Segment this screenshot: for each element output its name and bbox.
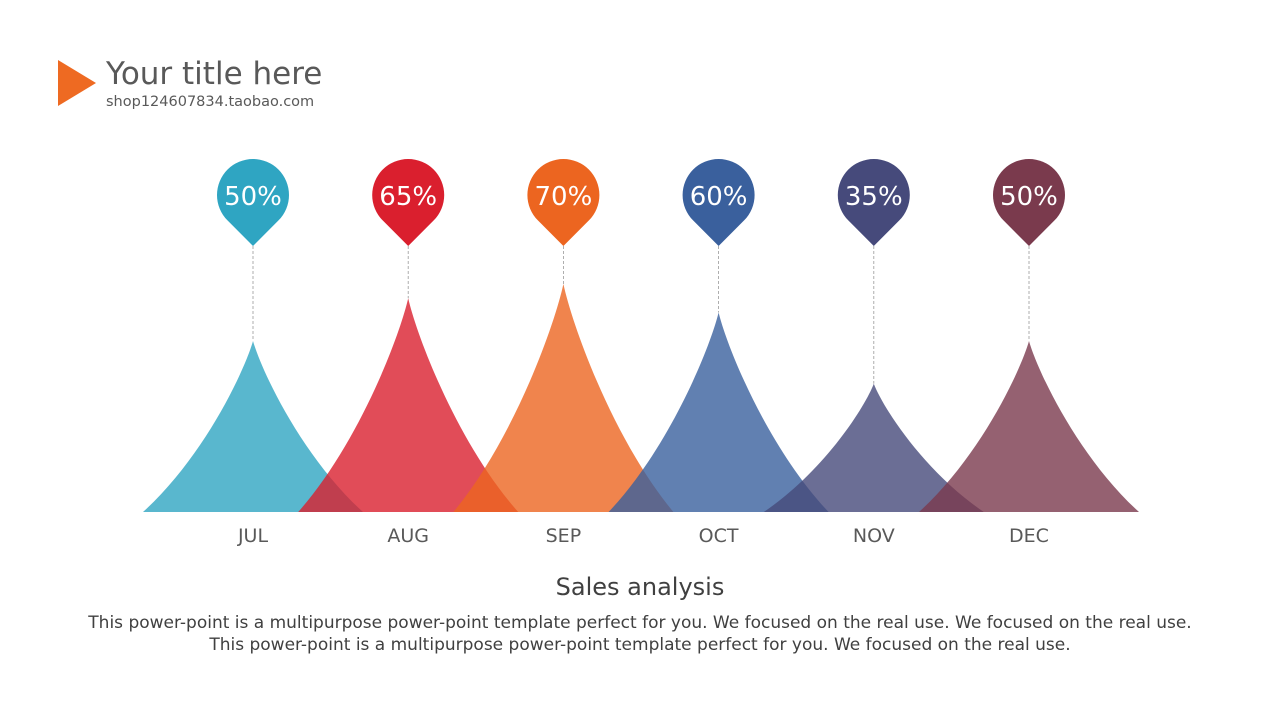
peak-aug: [298, 298, 519, 512]
value-label: 65%: [379, 182, 437, 212]
category-label: AUG: [387, 525, 429, 547]
pin-marker-oct: [682, 159, 755, 246]
peak-oct: [608, 312, 829, 512]
pin-marker-dec: [993, 159, 1065, 246]
value-label: 50%: [224, 182, 282, 212]
value-pins: 50% 65% 70% 60% 35% 50%: [216, 159, 1065, 246]
page-title: Your title here: [106, 56, 323, 92]
peak-jul: [143, 341, 363, 512]
pin-marker-aug: [372, 159, 445, 246]
peak-dec: [919, 341, 1139, 512]
category-label: NOV: [853, 525, 895, 547]
peak-nov: [763, 383, 984, 512]
category-label: DEC: [1009, 525, 1049, 547]
play-arrow-icon: [58, 60, 96, 106]
value-label: 35%: [845, 182, 903, 212]
category-label: JUL: [237, 525, 269, 547]
pin-marker-nov: [837, 159, 910, 246]
guide-lines: [252, 246, 1030, 384]
pin-marker-jul: [216, 159, 289, 246]
category-label: SEP: [546, 525, 582, 547]
peak-sep: [453, 284, 674, 512]
description-text: This power-point is a multipurpose power…: [88, 613, 1192, 655]
pin-marker-sep: [527, 159, 600, 246]
category-labels: JUL AUG SEP OCT NOV DEC: [237, 525, 1049, 547]
value-label: 60%: [690, 182, 748, 212]
chart-title: Sales analysis: [555, 573, 725, 601]
value-label: 50%: [1000, 182, 1058, 212]
category-label: OCT: [699, 525, 739, 547]
peak-shapes: [143, 284, 1139, 512]
value-label: 70%: [535, 182, 593, 212]
page-subtitle: shop124607834.taobao.com: [106, 94, 315, 110]
